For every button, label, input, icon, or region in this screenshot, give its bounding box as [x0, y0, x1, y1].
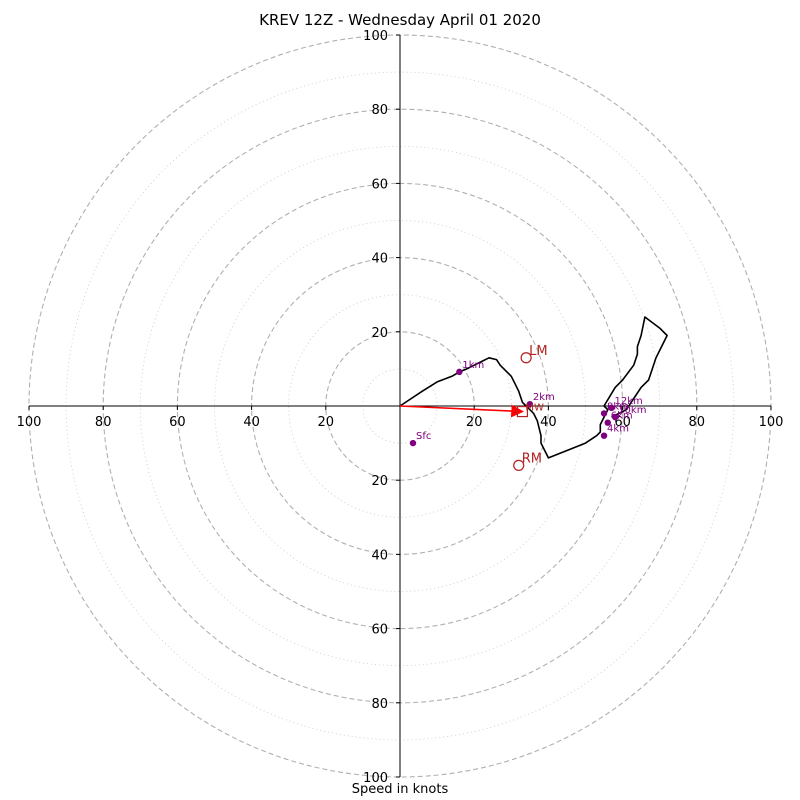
- y-tick-label: 40: [371, 548, 388, 563]
- y-tick-label: 100: [363, 29, 388, 44]
- y-tick-label: 80: [371, 697, 388, 712]
- x-tick-label: 100: [759, 415, 784, 430]
- mean-wind-marker: [516, 405, 529, 418]
- chart-title: KREV 12Z - Wednesday April 01 2020: [259, 11, 541, 29]
- y-tick-label: 100: [363, 771, 388, 786]
- y-tick-label: 20: [371, 326, 388, 341]
- tick-labels: 100 100 80 80 60 60 40 40 20 20 20 20 40 40 60 60 80 80 10…: [17, 29, 784, 786]
- motion-label-rm: RM: [522, 451, 542, 466]
- height-label-12km: 12km: [614, 396, 642, 407]
- motion-marker-lm: [520, 352, 532, 364]
- x-tick-label: 80: [95, 415, 112, 430]
- height-label-sfc: Sfc: [416, 431, 431, 442]
- y-tick-label: 60: [371, 623, 388, 638]
- motion-label-mw: MW: [525, 403, 544, 414]
- x-tick-label: 100: [17, 415, 42, 430]
- height-point-6km: [604, 419, 611, 426]
- hodograph-trace: [399, 316, 668, 459]
- x-tick-label: 60: [614, 415, 631, 430]
- y-tick-label: 20: [371, 474, 388, 489]
- height-point-sfc: [409, 439, 417, 447]
- y-tick-label: 40: [371, 252, 388, 267]
- x-tick-label: 80: [689, 415, 706, 430]
- height-point-2km: [526, 400, 534, 408]
- height-point-1km: [456, 368, 463, 376]
- height-label-4km: 4km: [607, 424, 629, 435]
- height-label-10km: 10km: [618, 405, 646, 416]
- x-tick-label: 60: [169, 415, 186, 430]
- height-label-2km: 2km: [533, 392, 555, 403]
- height-point-8km: [600, 410, 608, 417]
- x-tick-label: 40: [540, 415, 557, 430]
- y-tick-label: 60: [371, 177, 388, 192]
- mean-wind-arrow: [399, 404, 525, 418]
- motion-marker-rm: [513, 459, 525, 471]
- height-point-12km: [608, 404, 615, 412]
- storm-motion: LM RM MW: [399, 344, 548, 471]
- x-tick-label: 20: [466, 415, 483, 430]
- height-label-8km: 8km: [607, 401, 629, 412]
- x-tick-label: 20: [318, 415, 335, 430]
- height-label-1km: 1km: [462, 360, 484, 371]
- height-label-6km: 6km: [611, 411, 633, 422]
- height-point-4km: [600, 432, 608, 439]
- motion-label-lm: LM: [529, 344, 547, 359]
- hodograph-line: [399, 316, 668, 459]
- y-tick-label: 80: [371, 103, 388, 118]
- height-point-10km: [611, 413, 619, 421]
- x-axis-label: Speed in knots: [351, 782, 449, 797]
- x-tick-label: 40: [243, 415, 260, 430]
